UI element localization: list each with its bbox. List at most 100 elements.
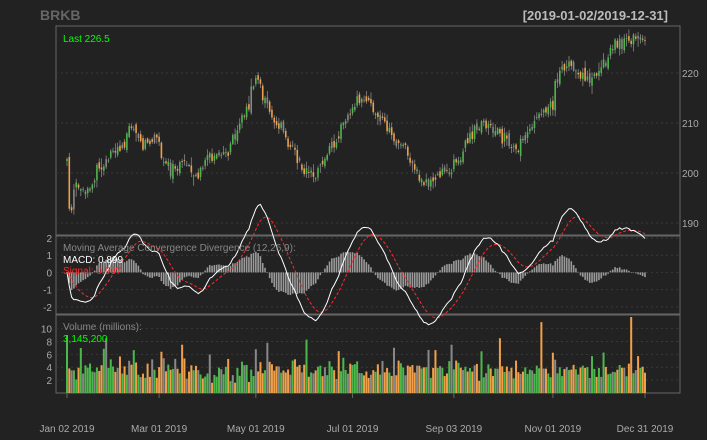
- volume-bar: [167, 364, 170, 393]
- volume-bar: [353, 364, 356, 393]
- volume-bar: [473, 365, 476, 393]
- volume-bar: [540, 322, 543, 393]
- candle-body: [331, 141, 333, 149]
- macd-histogram-bar: [248, 257, 250, 273]
- macd-histogram-bar: [529, 271, 531, 273]
- macd-histogram-bar: [271, 272, 273, 283]
- candle-body: [153, 134, 156, 143]
- macd-histogram-bar: [91, 272, 94, 274]
- candle-body: [556, 79, 559, 83]
- candle-body: [255, 77, 257, 84]
- macd-histogram-bar: [464, 255, 467, 273]
- macd-histogram-bar: [607, 272, 609, 274]
- macd-histogram-bar: [413, 272, 416, 288]
- macd-histogram-bar: [402, 272, 405, 288]
- volume-bar: [618, 365, 621, 393]
- macd-histogram-bar: [517, 272, 520, 284]
- candle-body: [496, 128, 499, 134]
- macd-histogram-bar: [365, 262, 368, 273]
- volume-bar: [247, 381, 250, 393]
- macd-histogram-bar: [598, 272, 600, 281]
- macd-histogram-bar: [446, 264, 448, 273]
- volume-bar: [224, 366, 227, 393]
- candle-body: [381, 116, 384, 118]
- candle-body: [291, 145, 294, 147]
- volume-bar: [485, 373, 488, 393]
- volume-bar: [340, 371, 343, 393]
- volume-bar: [429, 377, 432, 393]
- macd-histogram-bar: [93, 270, 96, 273]
- candle-body: [418, 174, 421, 181]
- volume-bar: [494, 368, 497, 393]
- volume-bar: [132, 350, 135, 393]
- macd-histogram-bar: [278, 272, 280, 292]
- macd-histogram-bar: [439, 270, 441, 273]
- candle-body: [195, 174, 197, 176]
- volume-bar: [257, 371, 260, 393]
- macd-histogram-bar: [137, 265, 140, 273]
- volume-bar: [434, 350, 437, 393]
- candle-body: [73, 189, 75, 210]
- volume-bar: [100, 365, 103, 393]
- x-tick-label: Dec 31 2019: [617, 424, 674, 435]
- candle-body: [628, 36, 630, 41]
- macd-histogram-bar: [407, 272, 409, 287]
- volume-bar: [112, 366, 115, 393]
- candle-body: [312, 172, 315, 177]
- macd-histogram-bar: [556, 258, 559, 273]
- candle-body: [420, 179, 423, 183]
- macd-histogram-bar: [616, 268, 619, 273]
- candle-body: [298, 158, 301, 161]
- volume-bar: [383, 372, 386, 393]
- macd-histogram-bar: [280, 272, 282, 292]
- macd-histogram-bar: [314, 272, 317, 284]
- macd-histogram-bar: [181, 272, 183, 280]
- volume-bar: [381, 360, 384, 393]
- candle-body: [363, 99, 365, 101]
- candle-body: [524, 135, 527, 141]
- volume-bar: [439, 366, 442, 393]
- macd-histogram-bar: [459, 260, 462, 273]
- macd-histogram-bar: [105, 259, 107, 273]
- macd-histogram-bar: [411, 272, 414, 288]
- candle-body: [623, 38, 626, 51]
- volume-bar: [307, 376, 310, 393]
- candle-body: [349, 113, 352, 115]
- volume-bar: [93, 372, 96, 393]
- macd-histogram-bar: [535, 265, 538, 273]
- macd-histogram-bar: [250, 253, 253, 273]
- macd-histogram-bar: [144, 272, 147, 276]
- candle-body: [259, 79, 262, 84]
- last-price-label: Last 226.5: [63, 34, 110, 45]
- volume-title: Volume (millions):: [63, 322, 142, 333]
- volume-bar: [102, 348, 105, 393]
- candle-body: [185, 164, 188, 166]
- candle-body: [365, 96, 368, 102]
- macd-histogram-bar: [174, 272, 177, 287]
- volume-bar: [280, 372, 283, 393]
- macd-title: Moving Average Convergence Divergence (1…: [63, 243, 296, 254]
- macd-histogram-bar: [275, 272, 278, 290]
- candle-body: [250, 86, 253, 113]
- macd-histogram-bar: [185, 272, 188, 277]
- macd-histogram-bar: [367, 264, 370, 273]
- candle-body: [188, 165, 190, 166]
- volume-bar: [314, 370, 317, 393]
- volume-bar: [549, 377, 552, 393]
- chart-date-range: [2019-01-02/2019-12-31]: [523, 8, 668, 23]
- volume-bar: [487, 364, 490, 393]
- macd-histogram-bar: [558, 256, 561, 273]
- macd-histogram-bar: [287, 272, 289, 295]
- macd-histogram-bar: [197, 272, 200, 279]
- volume-bar: [554, 359, 557, 393]
- volume-bar: [510, 367, 513, 393]
- volume-bar: [234, 382, 237, 393]
- volume-bar: [105, 338, 108, 393]
- macd-histogram-bar: [436, 272, 439, 273]
- macd-histogram-bar: [554, 261, 556, 273]
- volume-ytick-label: 6: [46, 350, 52, 361]
- candle-body: [533, 121, 536, 129]
- candle-body: [561, 66, 563, 70]
- macd-histogram-bar: [584, 272, 586, 280]
- candle-body: [572, 61, 575, 71]
